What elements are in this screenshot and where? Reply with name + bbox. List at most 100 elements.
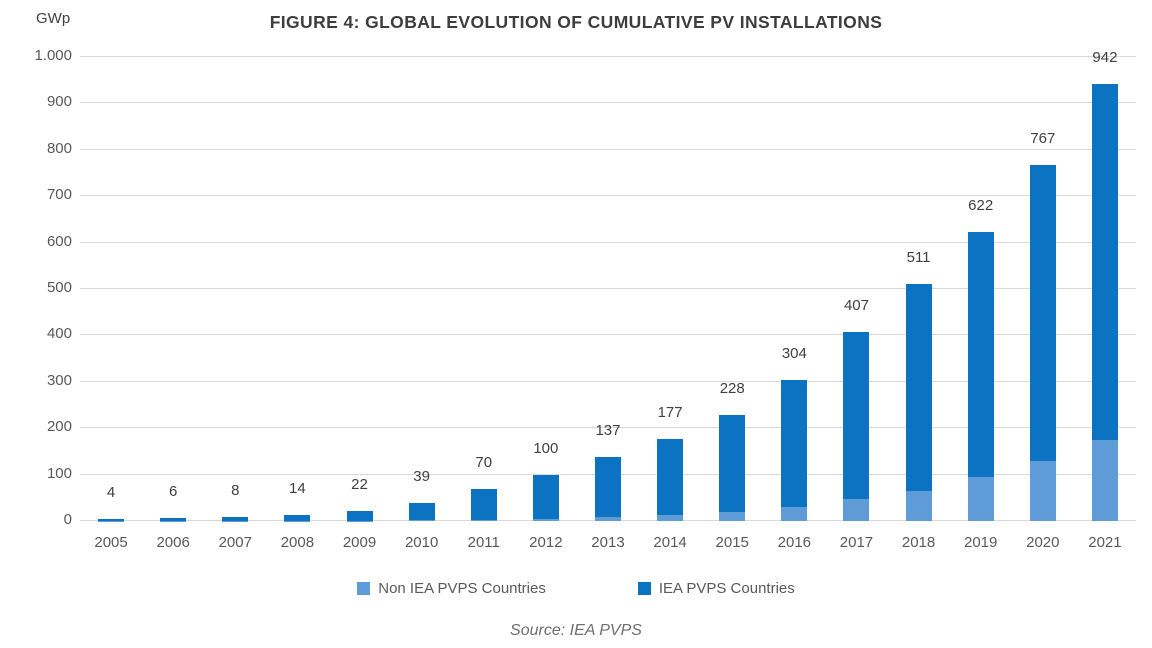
- non-iea-swatch-icon: [357, 582, 371, 595]
- bar-segment-iea-2021: [1091, 83, 1118, 440]
- bar-segment-non-iea-2017: [843, 499, 870, 521]
- bar-slot-2011: 70 2011: [453, 57, 515, 551]
- bar-value-label-2014: 177: [657, 403, 683, 421]
- bar-2011: [470, 488, 497, 521]
- plot-area: 0 100 200 300 400 500 600 700 800 900 1.000 4 2005 6 2…: [34, 48, 1136, 551]
- x-tick-label-2008: 2008: [280, 534, 315, 551]
- bar-2017: [843, 332, 870, 521]
- bar-2018: [905, 283, 932, 521]
- gridline-1000: [80, 56, 1136, 57]
- bar-segment-iea-2009: [346, 510, 373, 521]
- gridline-200: [80, 427, 1136, 429]
- bar-value-label-2017: 407: [843, 297, 869, 315]
- gridline-600: [80, 241, 1136, 243]
- bar-2008: [284, 514, 311, 521]
- bar-segment-iea-2020: [1029, 165, 1056, 461]
- bar-value-label-2020: 767: [1030, 130, 1056, 148]
- bar-slot-2007: 8 2007: [204, 57, 266, 551]
- bar-segment-non-iea-2019: [967, 476, 994, 521]
- gridline-700: [80, 195, 1136, 197]
- x-tick-label-2007: 2007: [218, 534, 252, 551]
- y-tick-label-100: 100: [46, 464, 72, 482]
- bar-segment-iea-2015: [719, 415, 746, 512]
- legend-label-non-iea: Non IEA PVPS Countries: [378, 580, 546, 597]
- bar-2012: [532, 474, 559, 521]
- bar-value-label-2018: 511: [906, 248, 931, 266]
- bar-value-label-2019: 622: [968, 197, 994, 215]
- bar-segment-non-iea-2012: [532, 519, 559, 521]
- bar-segment-iea-2016: [781, 379, 808, 508]
- gridline-300: [80, 380, 1136, 382]
- y-tick-label-0: 0: [63, 511, 72, 528]
- bar-slot-2009: 22 2009: [328, 57, 390, 551]
- y-tick-label-200: 200: [46, 418, 72, 436]
- bar-slot-2008: 14 2008: [266, 57, 328, 551]
- bar-segment-iea-2008: [284, 514, 311, 521]
- bar-value-label-2007: 8: [231, 482, 240, 500]
- x-tick-label-2011: 2011: [467, 534, 500, 551]
- y-axis-unit-label: GWp: [36, 10, 71, 27]
- bar-slot-2016: 304 2016: [763, 57, 825, 551]
- bar-2016: [781, 379, 808, 521]
- bar-2009: [346, 510, 373, 521]
- y-tick-label-900: 900: [46, 93, 72, 111]
- bar-slot-2017: 407 2017: [825, 57, 887, 551]
- bar-segment-iea-2014: [657, 438, 684, 516]
- x-tick-label-2018: 2018: [901, 534, 936, 551]
- bar-value-label-2010: 39: [413, 467, 430, 485]
- bar-segment-iea-2010: [408, 502, 435, 521]
- bar-slot-2019: 622 2019: [950, 57, 1012, 551]
- x-tick-label-2006: 2006: [156, 534, 190, 551]
- bar-slot-2020: 767 2020: [1012, 57, 1074, 551]
- bar-2006: [160, 518, 187, 521]
- bar-slot-2005: 4 2005: [80, 57, 142, 551]
- bar-segment-non-iea-2015: [719, 511, 746, 521]
- bar-2014: [657, 438, 684, 521]
- bar-value-label-2012: 100: [533, 439, 559, 457]
- x-tick-label-2009: 2009: [342, 534, 377, 551]
- bar-segment-iea-2013: [594, 457, 621, 518]
- y-tick-label-400: 400: [46, 325, 72, 343]
- bar-segment-non-iea-2010: [408, 520, 435, 521]
- source-note: Source: IEA PVPS: [510, 622, 642, 639]
- bar-segment-iea-2019: [967, 232, 994, 477]
- x-tick-label-2014: 2014: [653, 534, 687, 551]
- y-tick-label-600: 600: [46, 232, 72, 250]
- bar-segment-non-iea-2011: [470, 519, 497, 521]
- x-tick-label-2013: 2013: [591, 534, 625, 551]
- bar-segment-iea-2018: [905, 283, 932, 491]
- bar-value-label-2021: 942: [1092, 48, 1118, 66]
- bar-segment-iea-2006: [160, 518, 187, 521]
- iea-swatch-icon: [637, 582, 651, 595]
- bar-slot-2021: 942 2021: [1074, 50, 1136, 551]
- bar-segment-non-iea-2016: [781, 507, 808, 521]
- y-tick-label-1000: 1.000: [34, 47, 72, 64]
- x-tick-label-2012: 2012: [529, 534, 563, 551]
- bar-2020: [1029, 165, 1056, 521]
- gridline-500: [80, 288, 1136, 289]
- bar-2005: [98, 519, 125, 521]
- bar-segment-iea-2007: [222, 517, 249, 521]
- bar-segment-non-iea-2021: [1091, 439, 1118, 521]
- x-tick-label-2021: 2021: [1088, 534, 1122, 551]
- x-tick-label-2017: 2017: [839, 534, 874, 551]
- x-tick-label-2010: 2010: [404, 534, 439, 551]
- bar-value-label-2008: 14: [289, 479, 306, 497]
- bar-value-label-2016: 304: [781, 344, 807, 362]
- chart-title: FIGURE 4: GLOBAL EVOLUTION OF CUMULATIVE…: [269, 12, 883, 32]
- bar-value-label-2005: 4: [106, 484, 116, 502]
- bar-segment-iea-2012: [532, 474, 559, 520]
- bar-value-label-2006: 6: [168, 483, 178, 501]
- y-tick-label-800: 800: [46, 139, 72, 157]
- x-tick-label-2020: 2020: [1026, 534, 1060, 551]
- chart-legend: Non IEA PVPS Countries IEA PVPS Countrie…: [0, 580, 1152, 597]
- legend-item-iea: IEA PVPS Countries: [637, 580, 795, 597]
- bar-segment-non-iea-2013: [594, 517, 621, 521]
- gridline-800: [80, 148, 1136, 150]
- x-tick-label-2019: 2019: [964, 534, 998, 551]
- bar-slot-2013: 137 2013: [577, 57, 639, 551]
- bar-value-label-2015: 228: [719, 380, 745, 398]
- bar-value-label-2011: 70: [475, 453, 493, 471]
- bar-slot-2006: 6 2006: [142, 57, 204, 551]
- bar-slot-2010: 39 2010: [391, 57, 453, 551]
